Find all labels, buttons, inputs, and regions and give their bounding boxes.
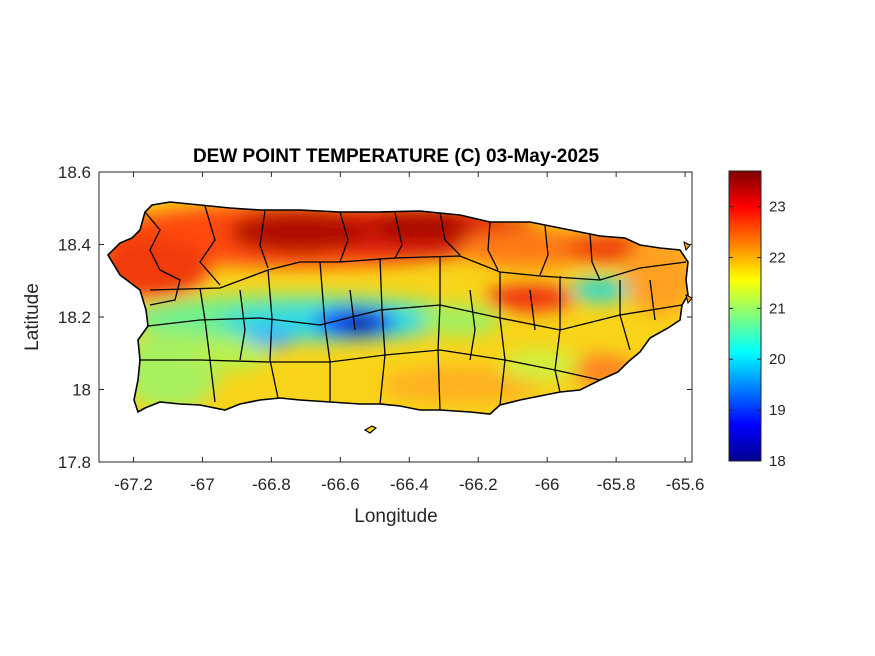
y-axis-label: Latitude: [22, 283, 43, 351]
x-axis-label: Longitude: [354, 506, 437, 527]
colorbar-tick-label: 19: [769, 402, 786, 419]
islet-outline: [685, 294, 693, 305]
field-blob: [380, 367, 540, 403]
x-tick-label: -66.2: [459, 475, 498, 494]
x-tick-label: -65.8: [597, 475, 636, 494]
x-axis-ticks: -67.2 -67 -66.8 -66.6 -66.4 -66.2 -66 -65.8 -65.…: [114, 172, 704, 494]
x-tick-label: -67: [190, 475, 215, 494]
field-blob: [245, 328, 295, 348]
x-tick-label: -66: [535, 475, 560, 494]
municipal-boundaries: [140, 205, 687, 411]
colorbar-tick-label: 20: [769, 351, 786, 368]
y-axis-ticks: 18.6 18.4 18.2 18 17.8: [58, 163, 692, 472]
field-blob: [370, 212, 470, 244]
x-tick-label: -67.2: [114, 475, 153, 494]
y-tick-label: 18: [72, 381, 91, 400]
x-tick-label: -66.8: [252, 475, 291, 494]
islet-outline: [363, 425, 378, 434]
field-blob: [342, 315, 378, 333]
x-tick-label: -66.4: [390, 475, 429, 494]
field-blobs: [108, 203, 688, 410]
y-tick-label: 18.4: [58, 236, 91, 255]
field-blob: [485, 285, 575, 311]
field-blob: [460, 228, 600, 268]
islet-outline: [683, 241, 691, 252]
colorbar-tick-label: 18: [769, 453, 786, 470]
colorbar-ticks: 23 22 21 20 19 18: [729, 199, 786, 470]
field-blob: [570, 278, 630, 302]
colorbar-tick-label: 21: [769, 300, 786, 317]
y-tick-label: 17.8: [58, 453, 91, 472]
dew-point-field: [108, 202, 688, 414]
x-tick-label: -65.6: [666, 475, 705, 494]
colorbar-tick-label: 23: [769, 199, 786, 216]
y-tick-label: 18.6: [58, 163, 91, 182]
field-blob: [500, 349, 580, 381]
chart-title: DEW POINT TEMPERATURE (C) 03-May-2025: [193, 146, 600, 167]
field-blob: [190, 339, 270, 371]
y-tick-label: 18.2: [58, 308, 91, 327]
colorbar: [728, 170, 762, 462]
x-tick-label: -66.6: [321, 475, 360, 494]
field-blob: [625, 235, 688, 315]
colorbar-tick-label: 22: [769, 249, 786, 266]
field-blob: [230, 210, 370, 254]
